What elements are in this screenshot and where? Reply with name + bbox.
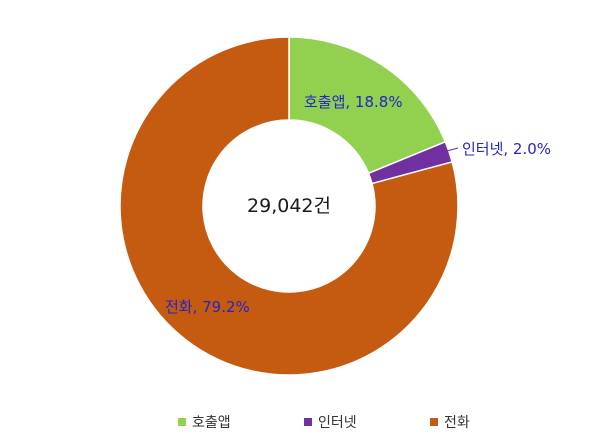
data-label-phone: 전화, 79.2% <box>165 298 250 316</box>
data-label-internet: 인터넷, 2.0% <box>462 140 551 158</box>
slice-app <box>288 36 447 175</box>
legend-swatch-internet <box>304 418 312 426</box>
slice-phone <box>119 36 459 376</box>
legend: 호출앱 인터넷 전화 <box>0 412 600 434</box>
legend-item-app: 호출앱 <box>178 412 231 432</box>
slices <box>119 36 459 376</box>
center-total: 29,042건 <box>247 195 331 217</box>
legend-swatch-app <box>178 418 186 426</box>
legend-label-internet: 인터넷 <box>318 415 357 431</box>
internet-leader-line <box>408 147 459 162</box>
legend-label-phone: 전화 <box>444 415 470 431</box>
legend-label-app: 호출앱 <box>192 415 231 431</box>
legend-item-internet: 인터넷 <box>304 412 357 432</box>
legend-item-phone: 전화 <box>430 412 470 432</box>
legend-swatch-phone <box>430 418 438 426</box>
data-label-app: 호출앱, 18.8% <box>304 93 403 111</box>
